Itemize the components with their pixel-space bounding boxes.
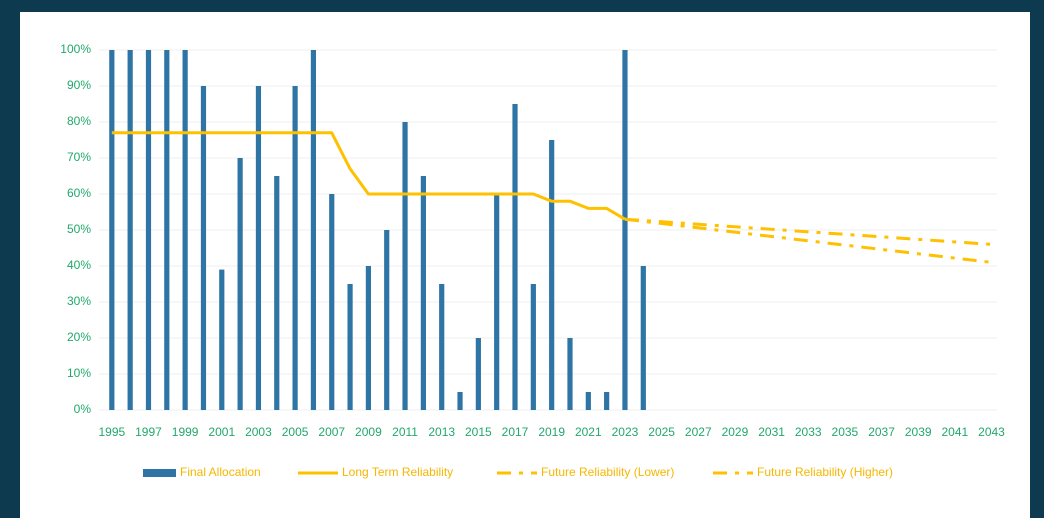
bar [549,140,555,410]
x-tick-label: 2035 [832,425,859,439]
legend-swatch [143,469,176,477]
bar [310,50,317,410]
y-tick-label: 100% [60,42,91,56]
bar [164,50,170,410]
bar [494,194,500,410]
line-series [111,131,626,221]
y-tick-label: 70% [67,150,91,164]
y-tick-label: 30% [67,294,91,308]
y-tick-label: 20% [67,330,91,344]
y-tick-label: 40% [67,258,91,272]
x-tick-label: 2027 [685,425,712,439]
y-tick-label: 0% [74,402,92,416]
x-tick-label: 2041 [941,425,968,439]
x-tick-label: 2037 [868,425,895,439]
bar [439,284,445,410]
x-tick-label: 1999 [172,425,199,439]
bar [622,50,628,410]
line-series [624,217,992,246]
y-tick-label: 10% [67,366,91,380]
bar [585,392,591,410]
bar [475,338,481,410]
bar [365,266,371,410]
x-tick-label: 2015 [465,425,492,439]
bar [512,104,518,410]
bar [200,86,207,410]
x-tick-label: 2001 [208,425,235,439]
bar [219,269,225,410]
y-tick-label: 90% [67,78,91,92]
x-tick-label: 2043 [978,425,1005,439]
line-series [624,217,992,264]
x-tick-label: 2033 [795,425,822,439]
bar [109,50,115,410]
bar [255,86,262,410]
legend-label: Final Allocation [180,465,261,479]
x-tick-label: 2003 [245,425,272,439]
bar [329,194,335,410]
bar [145,50,152,410]
y-tick-label: 50% [67,222,91,236]
x-tick-label: 2029 [722,425,749,439]
x-tick-label: 2017 [502,425,529,439]
x-tick-label: 2031 [758,425,785,439]
bar [530,284,536,410]
legend-label: Long Term Reliability [342,465,453,479]
bar [604,392,610,410]
bar [237,158,243,410]
x-tick-label: 2025 [648,425,675,439]
x-tick-label: 2013 [428,425,455,439]
bar [274,176,280,410]
x-tick-label: 2007 [318,425,345,439]
bar [402,122,408,410]
bar [182,50,188,410]
bar [640,266,646,410]
bar [457,392,463,410]
x-tick-label: 2009 [355,425,382,439]
x-tick-label: 2019 [538,425,565,439]
legend-label: Future Reliability (Lower) [541,465,674,479]
x-tick-label: 2011 [392,425,418,439]
bar [567,338,573,410]
x-tick-label: 1997 [135,425,162,439]
y-tick-label: 80% [67,114,91,128]
legend-label: Future Reliability (Higher) [757,465,893,479]
y-tick-label: 60% [67,186,91,200]
x-tick-label: 2039 [905,425,932,439]
x-tick-label: 2023 [612,425,639,439]
x-tick-label: 2005 [282,425,309,439]
bar [347,284,353,410]
x-tick-label: 2021 [575,425,602,439]
bar [292,86,298,410]
bar [420,176,426,410]
bar [127,50,133,410]
x-tick-label: 1995 [98,425,125,439]
plot-background [20,12,1030,518]
bar [384,230,390,410]
